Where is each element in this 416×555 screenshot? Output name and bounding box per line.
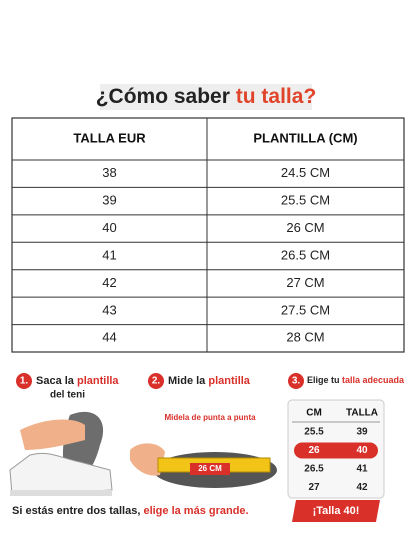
table-cell: 27.5 CM <box>281 302 330 317</box>
step-text: Elige tu talla adecuada <box>307 375 405 385</box>
step-text: Mide la plantilla <box>168 375 251 387</box>
table-cell: 40 <box>102 220 116 235</box>
step-part: Mide la <box>168 375 206 387</box>
step-part: plantilla <box>77 375 119 387</box>
mini-cell: 26.5 <box>304 464 324 475</box>
step-part: Elige tu <box>307 375 340 385</box>
table-cell: 43 <box>102 302 116 317</box>
header-cell: TALLA EUR <box>73 130 146 145</box>
header-cell: PLANTILLA (CM) <box>253 130 357 145</box>
mini-header: CM <box>306 408 322 419</box>
table-cell: 41 <box>102 247 116 262</box>
ruler-tag <box>190 463 230 475</box>
footer-lead: Si estás entre dos tallas, <box>12 505 140 517</box>
table-cell: 44 <box>102 330 116 345</box>
size-table: TALLA EUR PLANTILLA (CM) 38 24.5 CM 39 25.5 C… <box>11 117 405 353</box>
sole <box>10 490 112 496</box>
table-cell: 42 <box>102 275 116 290</box>
footer-accent: elige la más grande. <box>143 505 248 517</box>
step-part: talla adecuada <box>342 375 405 385</box>
title-shadow <box>100 84 312 110</box>
shoe-illustration <box>9 411 113 496</box>
step-number: 1. <box>20 376 29 387</box>
step-part: del teni <box>50 390 85 401</box>
mini-cell: 39 <box>356 427 368 438</box>
hand <box>130 443 165 476</box>
table-cell: 39 <box>102 193 116 208</box>
step-badge <box>288 373 304 389</box>
step-part: plantilla <box>208 375 250 387</box>
mini-cell: 40 <box>356 445 368 456</box>
table-cell: 27 CM <box>286 275 324 290</box>
ruler-label: 26 CM <box>198 464 222 473</box>
step-part: Saca la <box>36 375 75 387</box>
table-cell: 28 CM <box>286 330 324 345</box>
mini-highlight <box>294 442 378 459</box>
title-accent: tu talla? <box>236 85 317 108</box>
step-number: 3. <box>292 376 301 387</box>
mini-cell: 25.5 <box>304 427 324 438</box>
footer-text: Si estás entre dos tallas, elige la más … <box>12 505 249 517</box>
title-lead: ¿Cómo saber <box>96 85 230 108</box>
step-2: 2. Mide la plantilla <box>148 373 251 389</box>
step-badge <box>16 373 32 389</box>
step-1: 1. Saca la plantilla del teni <box>16 373 119 401</box>
mini-header: TALLA <box>346 408 378 419</box>
step-badge <box>148 373 164 389</box>
ruler-illustration: 26 CM <box>130 443 277 488</box>
table-border <box>11 117 405 353</box>
table-cell: 38 <box>102 165 116 180</box>
mini-cell: 41 <box>356 464 368 475</box>
shoe <box>9 452 113 496</box>
badge <box>292 500 380 522</box>
step-number: 2. <box>152 376 161 387</box>
title: ¿Cómo saber tu talla? <box>96 85 317 108</box>
measure-note: Midela de punta a punta <box>164 413 256 422</box>
table-cell: 26.5 CM <box>281 247 330 262</box>
step-3: 3. Elige tu talla adecuada <box>288 373 405 389</box>
mini-cell: 42 <box>356 482 368 493</box>
table-cell: 25.5 CM <box>281 193 330 208</box>
step-text: Saca la plantilla <box>36 375 119 387</box>
mini-cell: 27 <box>308 482 320 493</box>
badge-text: ¡Talla 40! <box>313 505 360 517</box>
table-cell: 26 CM <box>286 220 324 235</box>
mini-table: CM TALLA 25.5 39 26 40 26.5 41 27 42 <box>292 408 380 493</box>
mini-cell: 26 <box>308 445 320 456</box>
table-cell: 24.5 CM <box>281 165 330 180</box>
hand <box>20 419 85 450</box>
